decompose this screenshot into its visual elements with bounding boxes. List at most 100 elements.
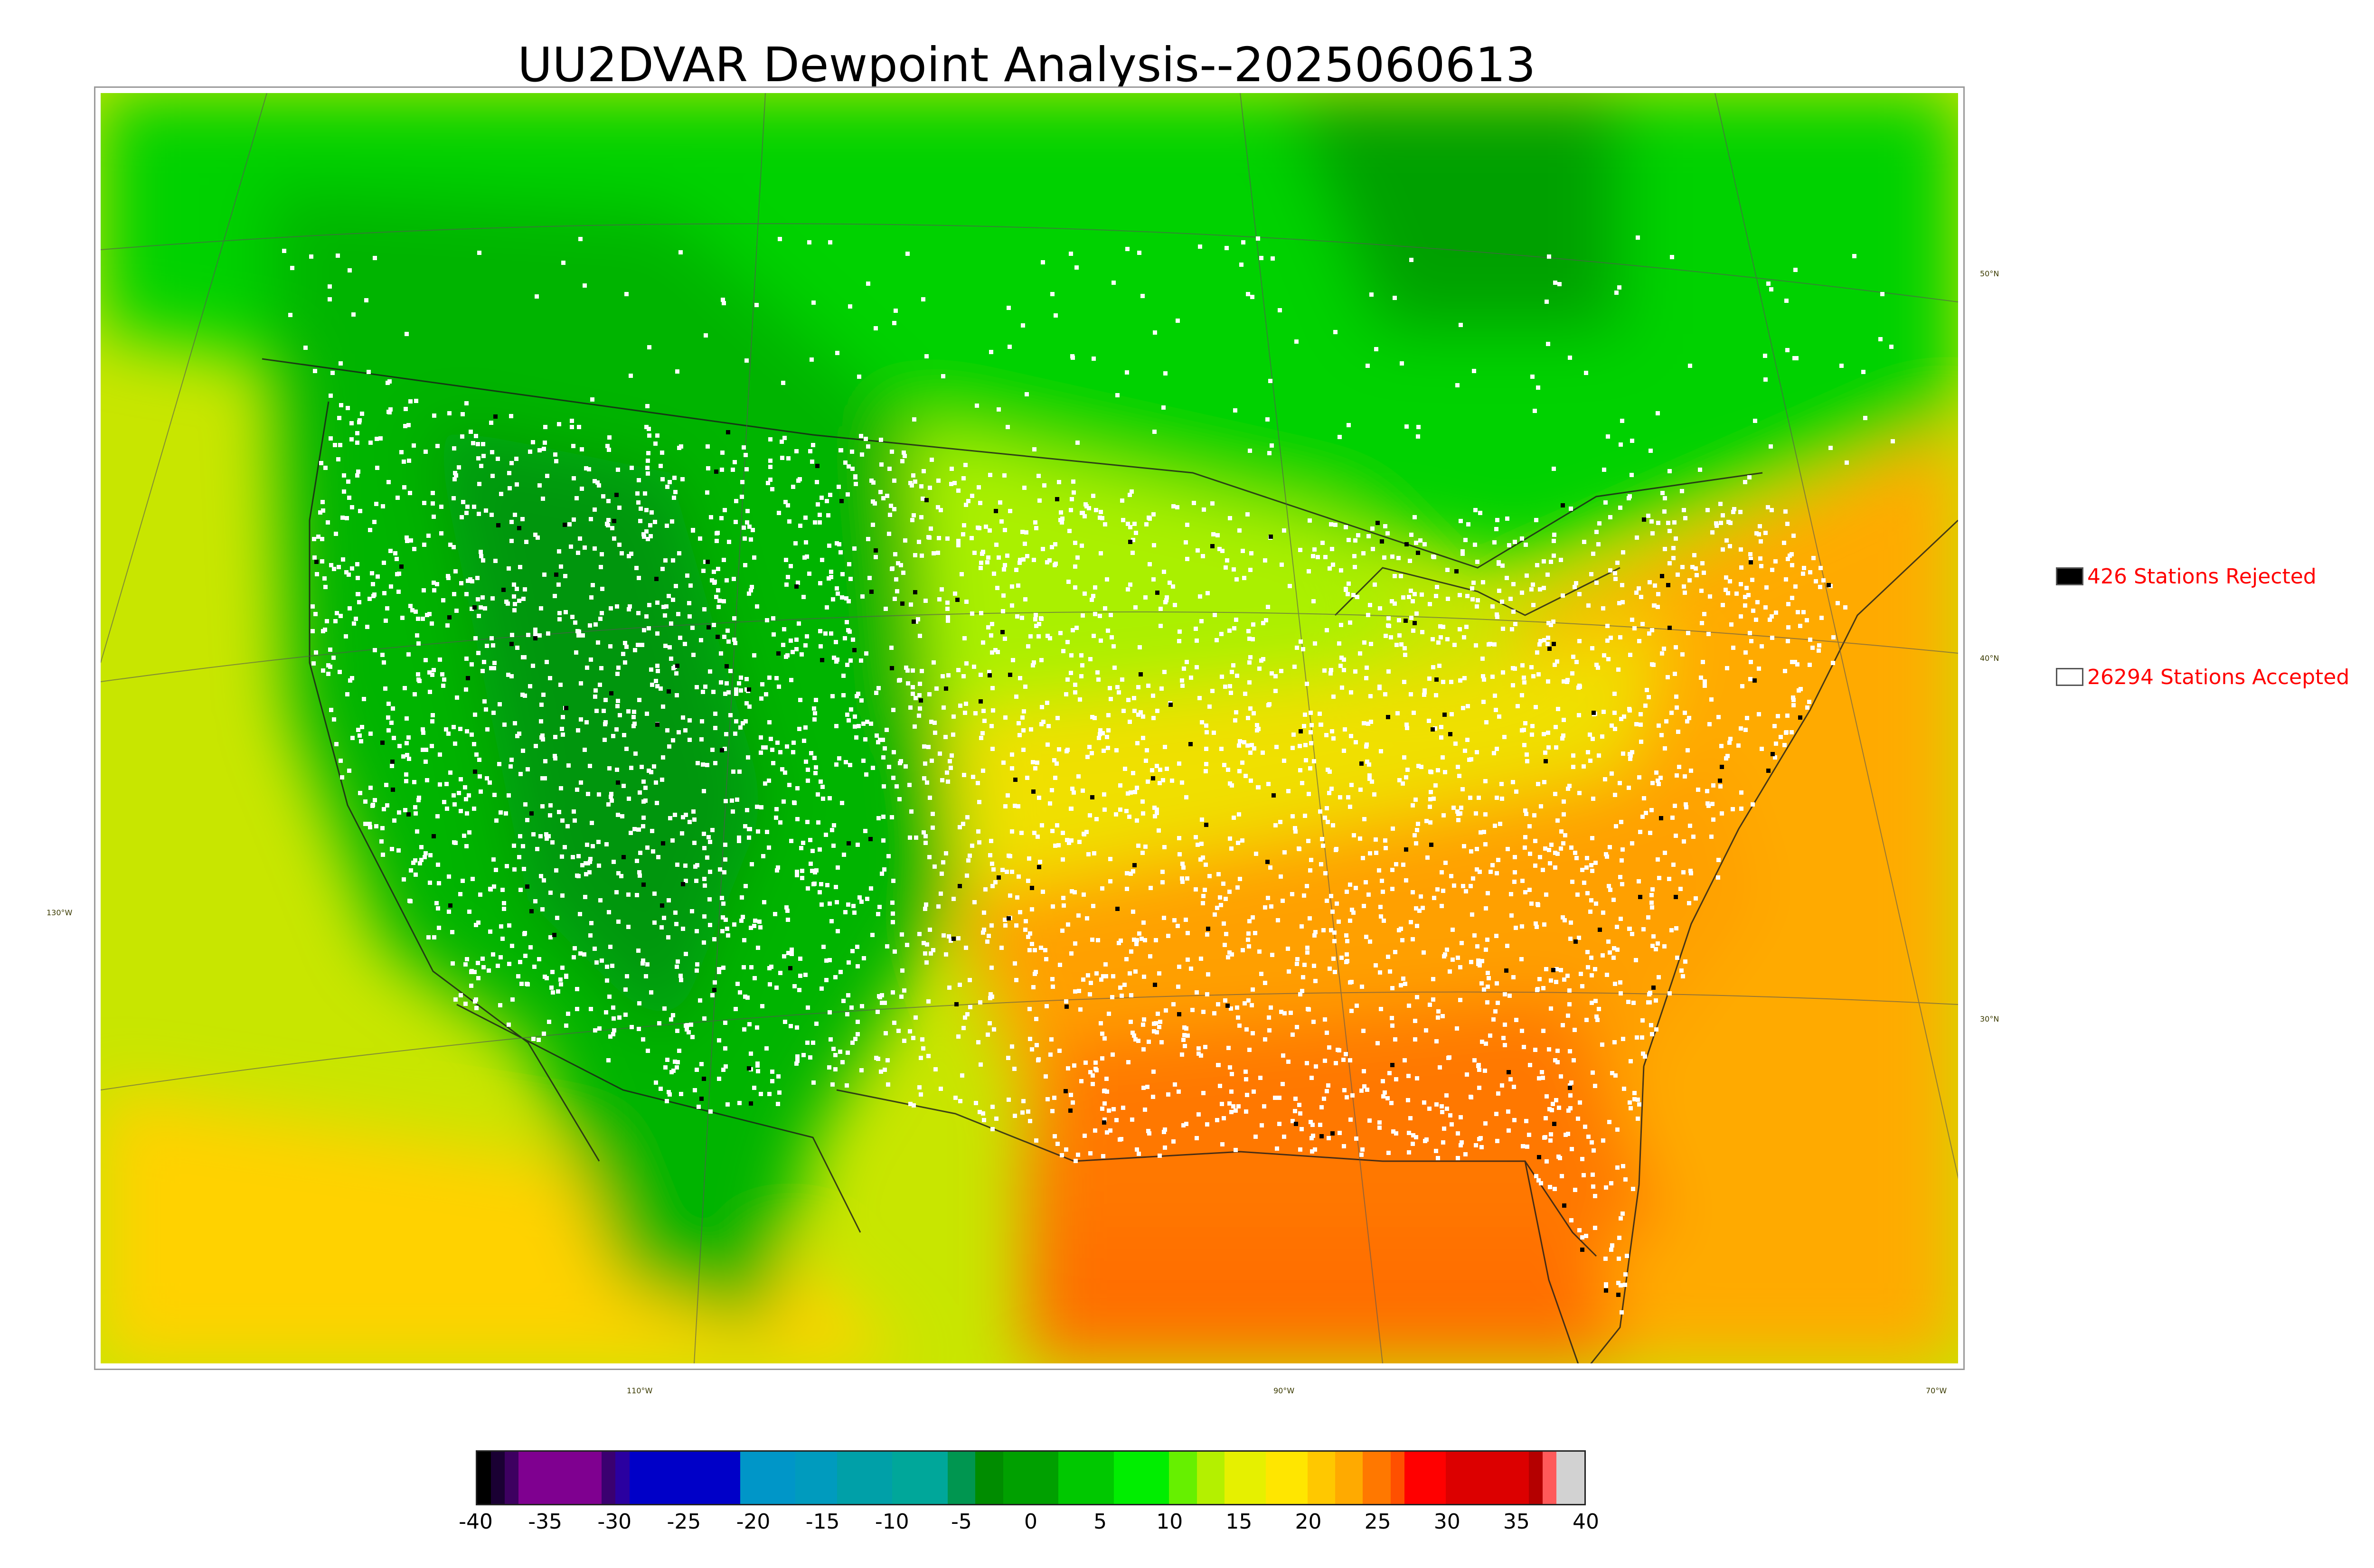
station-marker xyxy=(939,508,943,512)
rejected-station-marker xyxy=(839,499,844,503)
station-marker xyxy=(1065,749,1069,753)
station-marker xyxy=(1053,776,1057,780)
station-marker xyxy=(589,595,594,600)
station-marker xyxy=(1071,628,1075,632)
station-marker xyxy=(1429,770,1433,774)
station-marker xyxy=(784,558,788,562)
station-marker xyxy=(328,648,332,652)
us-canada-border xyxy=(262,358,1763,569)
station-marker xyxy=(1370,779,1374,784)
station-marker xyxy=(1757,667,1761,671)
station-marker xyxy=(1573,585,1577,589)
rejected-station-marker xyxy=(997,875,1001,880)
station-marker xyxy=(1674,695,1678,699)
station-marker xyxy=(1074,626,1079,630)
station-marker xyxy=(1010,766,1014,770)
station-marker xyxy=(288,313,292,317)
station-marker xyxy=(820,558,824,562)
station-marker xyxy=(1617,601,1621,605)
station-marker xyxy=(1100,1032,1104,1036)
station-marker xyxy=(1525,759,1529,763)
rejected-station-marker xyxy=(954,1002,959,1006)
station-marker xyxy=(1081,613,1085,618)
station-marker xyxy=(1469,757,1473,761)
station-marker xyxy=(1229,691,1233,695)
colorbar-tick: -35 xyxy=(528,1510,563,1534)
station-marker xyxy=(1098,728,1102,732)
station-marker xyxy=(1010,870,1014,874)
station-marker xyxy=(1458,627,1462,631)
station-marker xyxy=(1531,603,1536,607)
station-marker xyxy=(444,782,449,786)
station-marker xyxy=(523,802,528,807)
station-marker xyxy=(1619,820,1623,824)
station-marker xyxy=(535,294,539,299)
station-marker xyxy=(1628,1100,1632,1105)
station-marker xyxy=(583,748,587,752)
station-marker xyxy=(966,858,970,863)
station-marker xyxy=(845,1083,849,1088)
station-marker xyxy=(1608,515,1612,519)
station-marker xyxy=(557,617,562,621)
station-marker xyxy=(1461,706,1465,710)
station-marker xyxy=(661,605,666,609)
station-marker xyxy=(1064,999,1068,1004)
station-marker xyxy=(447,874,451,879)
station-marker xyxy=(807,572,811,576)
station-marker xyxy=(1342,1088,1347,1092)
station-marker xyxy=(770,1070,774,1074)
station-marker xyxy=(1216,872,1221,876)
station-marker xyxy=(1104,1077,1109,1081)
station-marker xyxy=(1034,970,1038,974)
station-marker xyxy=(1222,1116,1226,1120)
station-marker xyxy=(1217,547,1222,551)
colorbar-segment xyxy=(1363,1452,1391,1504)
station-marker xyxy=(1325,806,1329,810)
colorbar-tick: -20 xyxy=(736,1510,771,1534)
station-marker xyxy=(958,1099,962,1103)
station-marker xyxy=(1537,642,1542,647)
station-marker xyxy=(1017,733,1022,737)
rejected-station-marker xyxy=(1206,927,1210,931)
station-marker xyxy=(1030,942,1034,946)
station-marker xyxy=(478,774,482,779)
station-marker xyxy=(1770,508,1774,512)
station-marker xyxy=(342,489,346,494)
station-marker xyxy=(1176,319,1180,323)
rejected-station-marker xyxy=(1552,642,1556,646)
station-marker xyxy=(1639,723,1643,727)
station-marker xyxy=(1686,748,1690,752)
station-marker xyxy=(1177,836,1181,840)
station-marker xyxy=(1637,586,1641,591)
station-marker xyxy=(906,681,910,685)
dewpoint-map[interactable] xyxy=(101,93,1958,1363)
station-marker xyxy=(768,437,772,441)
station-marker xyxy=(1433,783,1438,788)
station-marker xyxy=(1431,977,1435,981)
station-marker xyxy=(866,444,870,449)
station-marker xyxy=(1699,676,1703,680)
station-marker xyxy=(941,674,945,678)
station-marker xyxy=(1180,876,1184,881)
station-marker xyxy=(810,357,814,362)
station-marker xyxy=(1222,921,1226,926)
station-marker xyxy=(669,657,673,661)
station-marker xyxy=(1125,247,1130,251)
station-marker xyxy=(1206,591,1210,595)
station-marker xyxy=(1159,624,1163,628)
station-marker xyxy=(1162,916,1166,920)
station-marker xyxy=(1091,494,1095,498)
station-marker xyxy=(1041,890,1045,894)
station-marker xyxy=(1485,938,1489,942)
station-marker xyxy=(1365,760,1369,764)
station-marker xyxy=(589,657,593,662)
station-marker xyxy=(1566,787,1570,791)
station-marker xyxy=(1027,856,1031,861)
station-marker xyxy=(339,759,343,763)
station-marker xyxy=(360,725,364,729)
station-marker xyxy=(999,519,1004,524)
station-marker xyxy=(1569,507,1573,511)
station-marker xyxy=(1648,831,1652,835)
station-marker xyxy=(854,735,858,740)
station-marker xyxy=(768,465,772,469)
